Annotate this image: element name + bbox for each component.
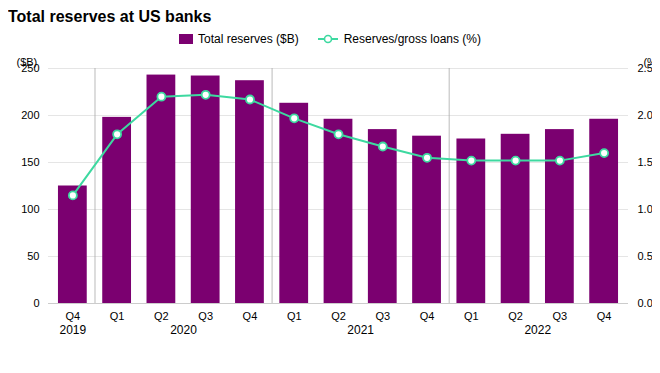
- svg-text:2020: 2020: [170, 323, 197, 337]
- svg-text:1.5: 1.5: [638, 156, 653, 168]
- svg-text:Q3: Q3: [553, 310, 568, 322]
- html-text:Total reserves at US banks: Total reserves at US banks: [8, 8, 212, 25]
- svg-text:Q4: Q4: [420, 310, 435, 322]
- svg-text:Q4: Q4: [66, 310, 81, 322]
- svg-text:0: 0: [33, 297, 39, 309]
- svg-text:Q2: Q2: [154, 310, 169, 322]
- svg-text:150: 150: [21, 156, 39, 168]
- svg-text:0.5: 0.5: [638, 250, 653, 262]
- svg-text:Q1: Q1: [110, 310, 125, 322]
- svg-text:Q1: Q1: [287, 310, 302, 322]
- svg-text:Q3: Q3: [375, 310, 390, 322]
- svg-text:1.0: 1.0: [638, 203, 653, 215]
- svg-text:100: 100: [21, 203, 39, 215]
- svg-text:2019: 2019: [59, 323, 86, 337]
- svg-text:2.5: 2.5: [638, 62, 653, 74]
- svg-text:2021: 2021: [347, 323, 374, 337]
- svg-text:Q3: Q3: [198, 310, 213, 322]
- svg-text:Q4: Q4: [597, 310, 612, 322]
- svg-text:0.0: 0.0: [638, 297, 653, 309]
- svg-text:Q1: Q1: [464, 310, 479, 322]
- svg-text:Q2: Q2: [508, 310, 523, 322]
- svg-text:2022: 2022: [524, 323, 551, 337]
- html-text:Reserves/gross loans (%): Reserves/gross loans (%): [343, 32, 481, 46]
- svg-text:Q4: Q4: [243, 310, 258, 322]
- svg-text:50: 50: [27, 250, 39, 262]
- html-text:Total reserves ($B): Total reserves ($B): [198, 32, 299, 46]
- svg-text:($B): ($B): [17, 56, 38, 68]
- svg-text:200: 200: [21, 109, 39, 121]
- svg-text:2.0: 2.0: [638, 109, 653, 121]
- svg-text:Q2: Q2: [331, 310, 346, 322]
